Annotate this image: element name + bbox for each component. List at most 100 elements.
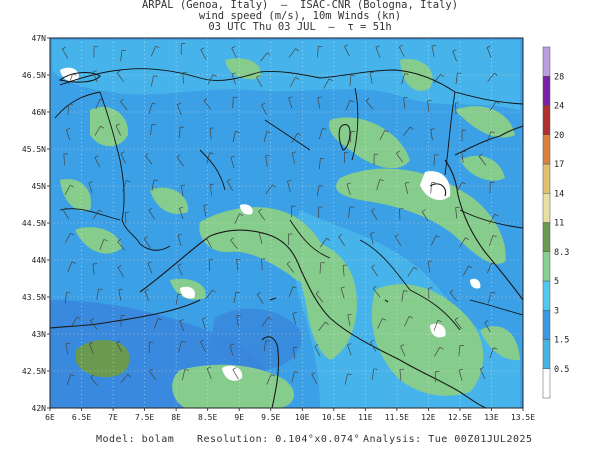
wind-barb bbox=[489, 101, 500, 111]
colorbar-label: 28 bbox=[554, 72, 564, 82]
wind-barb bbox=[292, 346, 298, 359]
wind-barb bbox=[233, 291, 240, 303]
wind-barb bbox=[379, 129, 389, 141]
wind-barb bbox=[179, 319, 185, 332]
green-wind-area bbox=[480, 326, 520, 361]
colorbar-segment bbox=[542, 310, 551, 340]
wind-barb bbox=[120, 151, 126, 164]
colorbar-label: 20 bbox=[554, 131, 564, 141]
wind-barb bbox=[94, 155, 101, 168]
wind-barb bbox=[94, 125, 105, 136]
wind-barb bbox=[434, 346, 444, 357]
wind-barb bbox=[175, 293, 182, 305]
wind-barb bbox=[478, 153, 487, 166]
header-time: 03 UTC Thu 03 JUL — τ = 51h bbox=[208, 21, 392, 33]
border-line bbox=[409, 289, 461, 331]
wind-barb bbox=[65, 342, 70, 355]
calm-area bbox=[420, 171, 451, 201]
wind-barb bbox=[227, 178, 233, 191]
wind-barb bbox=[319, 237, 331, 248]
wind-barb bbox=[462, 265, 473, 276]
border-line bbox=[59, 68, 321, 86]
green-wind-area bbox=[336, 168, 506, 264]
wind-barb bbox=[200, 47, 207, 60]
colorbar-segment bbox=[542, 163, 551, 194]
wind-barb bbox=[344, 373, 352, 385]
wind-barb bbox=[344, 151, 349, 164]
wind-barb bbox=[148, 207, 156, 220]
coastline bbox=[50, 299, 201, 329]
green-wind-area bbox=[460, 155, 505, 181]
wind-barb bbox=[148, 341, 154, 354]
wind-barb bbox=[398, 44, 405, 57]
wind-barb bbox=[487, 131, 495, 143]
wind-barb bbox=[206, 152, 214, 164]
wind-barb bbox=[178, 206, 184, 219]
lat-tick-label: 46N bbox=[32, 108, 47, 117]
wind-barb bbox=[489, 213, 499, 224]
lat-tick-label: 47N bbox=[32, 34, 47, 43]
footer-analysis: Analysis: Tue 00Z01JUL2025 bbox=[363, 434, 533, 445]
wind-barb bbox=[342, 264, 348, 277]
wind-barb bbox=[376, 179, 384, 191]
wind-barb bbox=[399, 208, 404, 220]
sea-dark-blue bbox=[212, 308, 302, 370]
wind-barb bbox=[403, 126, 414, 136]
wind-barb bbox=[176, 102, 182, 116]
coastline bbox=[269, 297, 277, 301]
wind-barb bbox=[365, 98, 374, 110]
green-wind-area bbox=[329, 117, 410, 169]
wind-barb bbox=[120, 315, 126, 327]
wind-barb bbox=[288, 96, 293, 109]
wind-barb bbox=[314, 344, 321, 357]
colorbar-segment bbox=[542, 76, 551, 106]
wind-barb bbox=[452, 49, 457, 62]
green-wind-area bbox=[60, 179, 91, 211]
wind-barb bbox=[203, 204, 208, 217]
wind-barb bbox=[346, 182, 351, 195]
wind-barb bbox=[117, 238, 125, 251]
wind-barb bbox=[404, 316, 413, 327]
wind-barb bbox=[456, 181, 466, 193]
wind-barb bbox=[256, 75, 263, 88]
wind-barb bbox=[230, 155, 235, 169]
colorbar-label: 3 bbox=[554, 306, 559, 316]
colorbar-label: 8.3 bbox=[554, 248, 569, 258]
wind-barb bbox=[118, 288, 123, 301]
wind-barb bbox=[181, 369, 189, 381]
lon-tick-label: 9.5E bbox=[261, 413, 280, 422]
calm-area bbox=[430, 323, 446, 338]
wind-barb bbox=[291, 132, 301, 143]
wind-barb bbox=[458, 368, 463, 381]
wind-barb bbox=[232, 367, 239, 380]
wind-barb bbox=[71, 316, 81, 327]
wind-barb bbox=[209, 127, 215, 140]
wind-barb bbox=[396, 150, 403, 163]
colorbar-label: 5 bbox=[554, 277, 559, 287]
border-line bbox=[59, 208, 121, 221]
wind-barb bbox=[401, 290, 408, 302]
wind-barb bbox=[115, 123, 121, 136]
wind-barb bbox=[434, 371, 440, 383]
border-line bbox=[99, 91, 171, 251]
wind-barb bbox=[340, 286, 345, 299]
wind-barb bbox=[318, 321, 329, 331]
colorbar-segment bbox=[542, 105, 551, 135]
colorbar-segment bbox=[542, 251, 551, 282]
lon-tick-label: 11E bbox=[358, 413, 373, 422]
coastline bbox=[454, 125, 523, 156]
wind-barb bbox=[287, 179, 292, 192]
wind-barb bbox=[206, 235, 212, 248]
wind-barb bbox=[371, 264, 378, 277]
lon-tick-label: 8E bbox=[171, 413, 181, 422]
coastline bbox=[139, 229, 487, 408]
dark-green-wind-area bbox=[76, 340, 130, 378]
wind-barb bbox=[151, 179, 158, 191]
wind-barb bbox=[116, 70, 124, 82]
wind-barb bbox=[265, 154, 270, 167]
header-title: ARPAL (Genoa, Italy) — ISAC-CNR (Bologna… bbox=[141, 0, 459, 11]
wind-barb bbox=[344, 44, 350, 57]
wind-barb bbox=[400, 344, 406, 357]
lake bbox=[338, 124, 351, 151]
